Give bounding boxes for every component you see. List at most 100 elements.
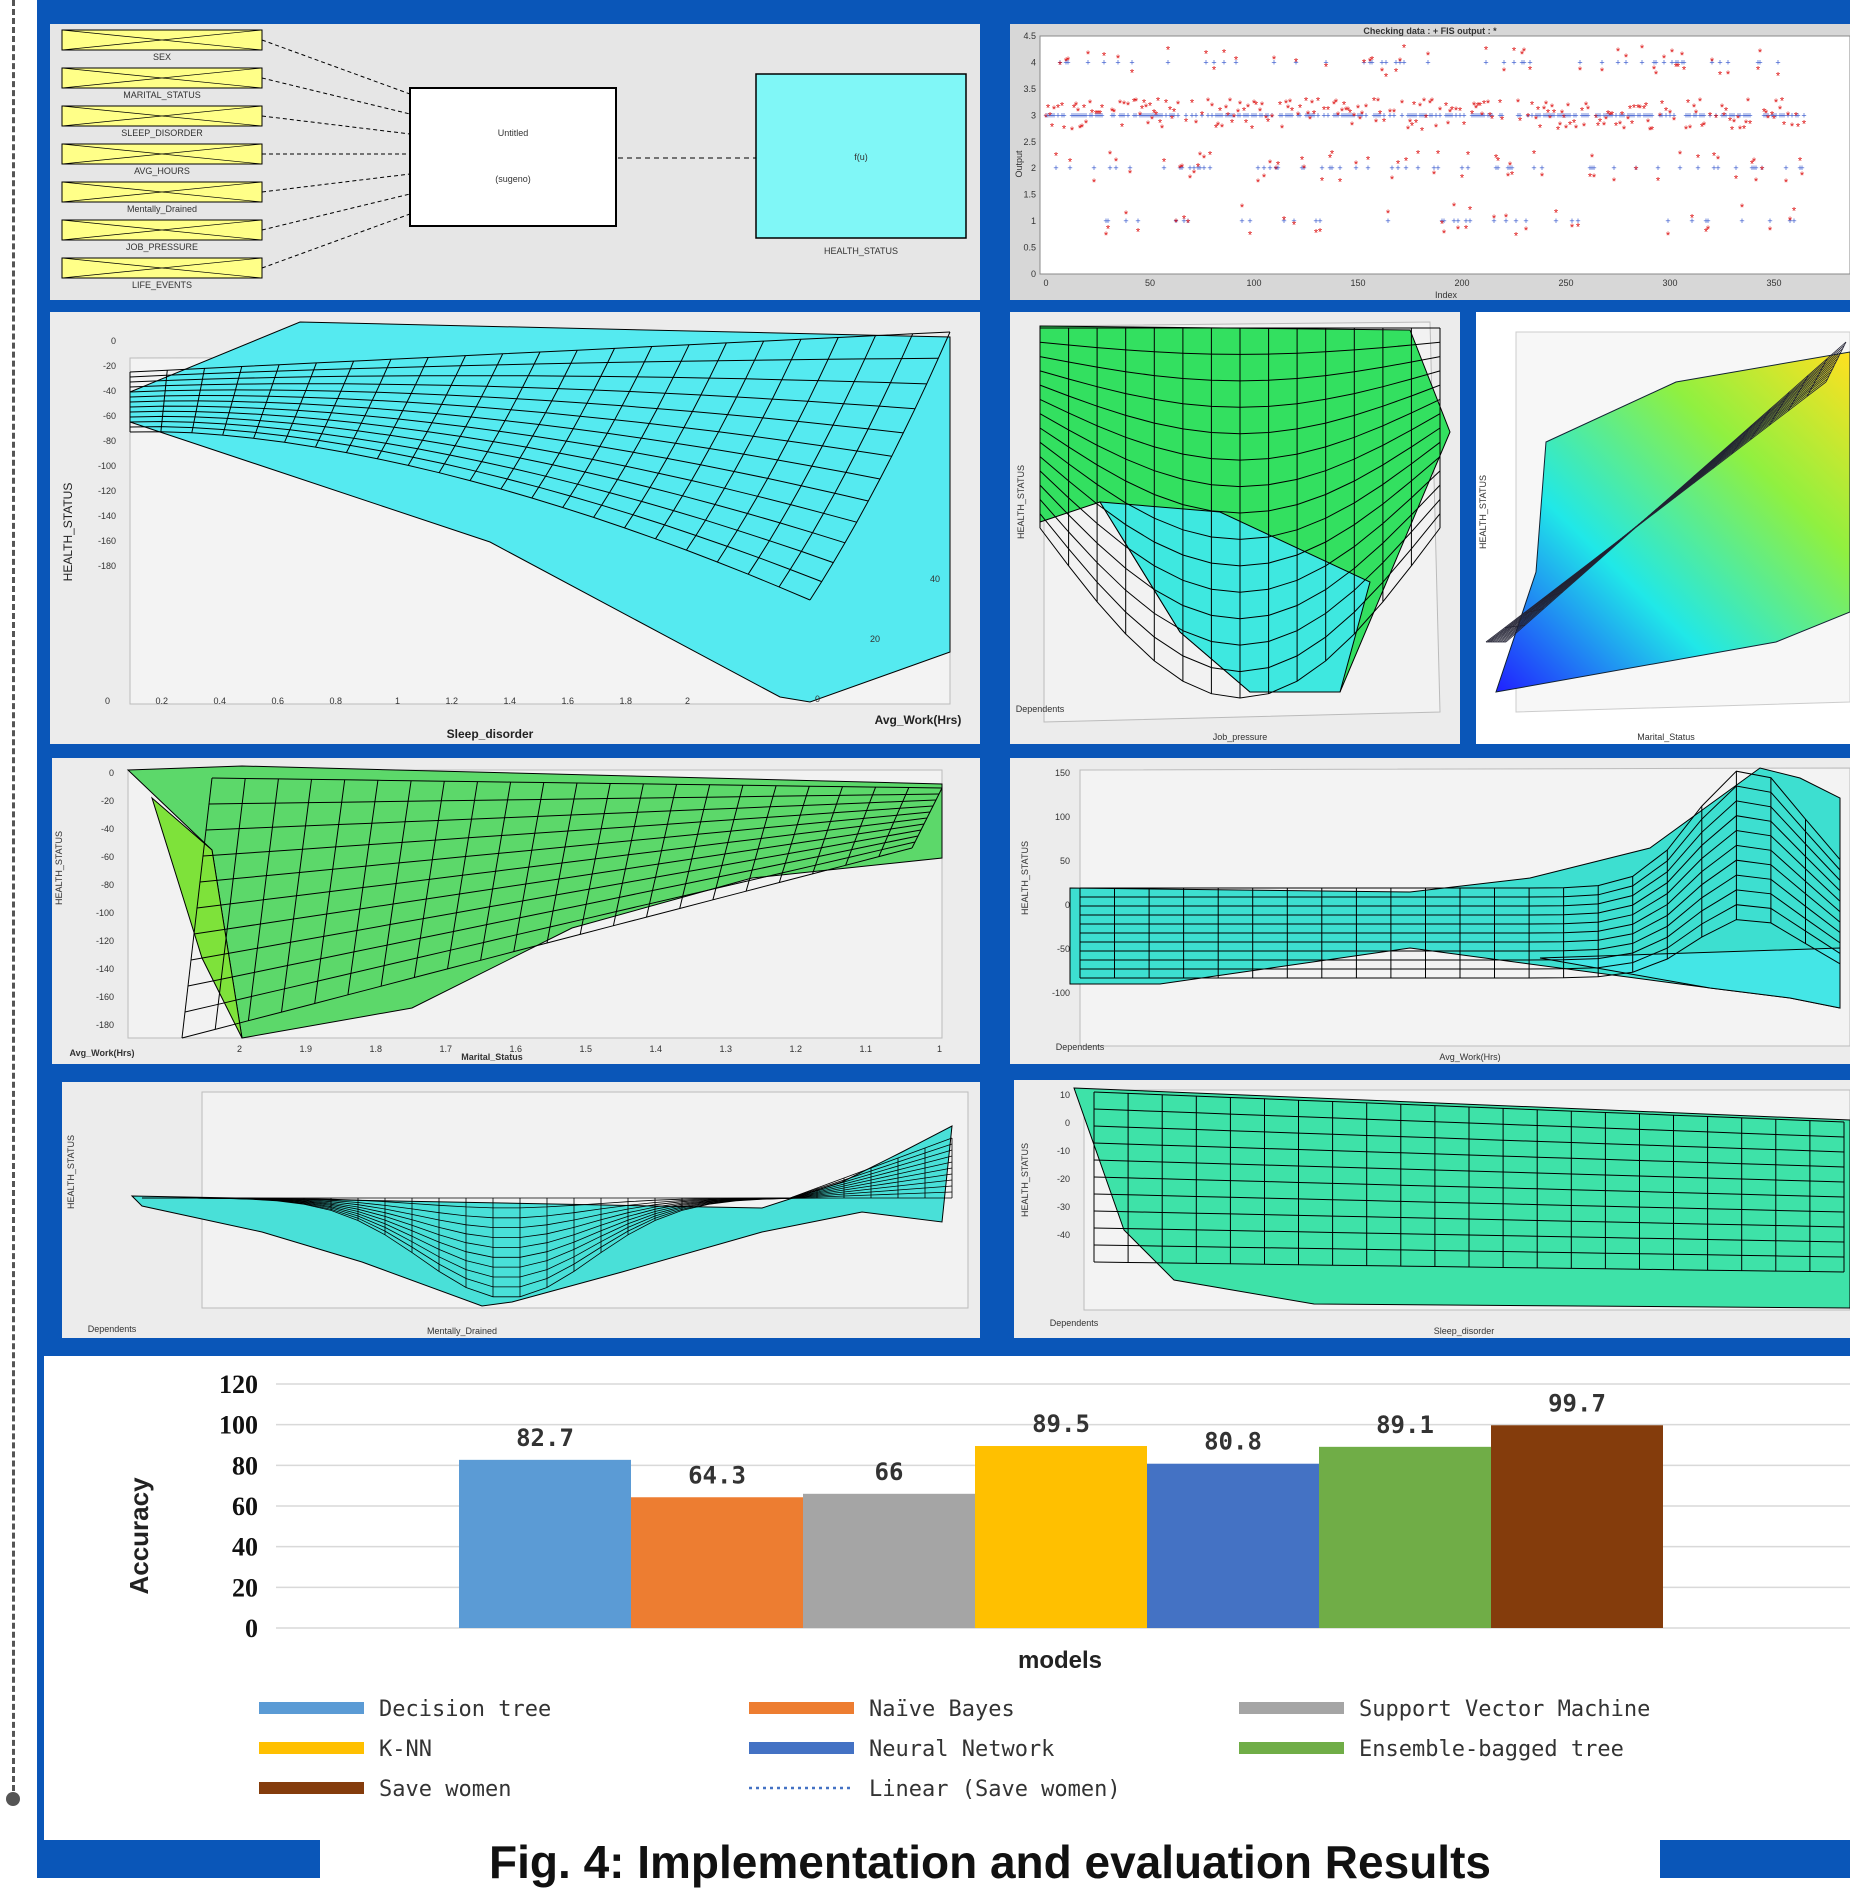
scatter-fis-point: * bbox=[1486, 98, 1491, 110]
scatter-fis-point: * bbox=[1586, 104, 1591, 116]
scatter-fis-point: * bbox=[1634, 165, 1639, 177]
scatter-check-point: + bbox=[1611, 163, 1616, 173]
bar-value-label: 64.3 bbox=[688, 1461, 746, 1489]
scatter-check-point: + bbox=[1697, 110, 1702, 120]
scatter-check-point: + bbox=[1427, 110, 1432, 120]
mesh-line bbox=[129, 431, 811, 601]
scatter-check-point: + bbox=[1453, 110, 1458, 120]
scatter-check-point: + bbox=[1333, 110, 1338, 120]
scatter-fis-point: * bbox=[1080, 122, 1085, 134]
scatter-fis-point: * bbox=[1248, 230, 1253, 242]
surface-tick: 40 bbox=[930, 574, 940, 584]
scatter-fis-point: * bbox=[1262, 172, 1267, 184]
scatter-fis-point: * bbox=[1506, 171, 1511, 183]
scatter-fis-point: * bbox=[1540, 171, 1545, 183]
scatter-check-point: + bbox=[1503, 216, 1508, 226]
scatter-check-point: + bbox=[1501, 57, 1506, 67]
scatter-check-point: + bbox=[1539, 163, 1544, 173]
rule-block bbox=[409, 87, 617, 227]
bar-value-label: 99.7 bbox=[1548, 1389, 1606, 1417]
scatter-fis-point: * bbox=[1544, 99, 1549, 111]
scatter-fis-point: * bbox=[1490, 113, 1495, 125]
scatter-check-point: + bbox=[1623, 57, 1628, 67]
scatter-check-point: + bbox=[1729, 110, 1734, 120]
scatter-fis-point: * bbox=[1546, 107, 1551, 119]
scatter-fis-point: * bbox=[1522, 46, 1527, 58]
scatter-fis-point: * bbox=[1460, 173, 1465, 185]
scatter-fis-point: * bbox=[1502, 66, 1507, 78]
scatter-check-point: + bbox=[1463, 216, 1468, 226]
scatter-check-point: + bbox=[1165, 57, 1170, 67]
scatter-fis-point: * bbox=[1478, 100, 1483, 112]
scatter-fis-point: * bbox=[1420, 125, 1425, 137]
scatter-fis-point: * bbox=[1612, 176, 1617, 188]
scatter-fis-point: * bbox=[1170, 113, 1175, 125]
scatter-check-point: + bbox=[1153, 110, 1158, 120]
scatter-fis-point: * bbox=[1112, 107, 1117, 119]
scatter-fis-point: * bbox=[1128, 168, 1133, 180]
scatter-check-point: + bbox=[1343, 110, 1348, 120]
fis-input-5: JOB_PRESSURE bbox=[61, 193, 411, 252]
scatter-fis-point: * bbox=[1508, 160, 1513, 172]
scatter-check-point: + bbox=[1653, 57, 1658, 67]
scatter-check-point: + bbox=[1229, 110, 1234, 120]
scatter-check-point: + bbox=[1673, 57, 1678, 67]
scatter-fis-point: * bbox=[1430, 96, 1435, 108]
scatter-ytick: 4.5 bbox=[1023, 31, 1036, 41]
legend-swatch bbox=[1239, 1702, 1344, 1714]
scatter-check-point: + bbox=[1481, 110, 1486, 120]
scatter-fis-point: * bbox=[1200, 109, 1205, 121]
scatter-fis-point: * bbox=[1670, 47, 1675, 59]
scatter-check-point: + bbox=[1327, 163, 1332, 173]
scatter-check-point: + bbox=[1719, 110, 1724, 120]
surface-tick: -80 bbox=[103, 436, 116, 446]
scatter-check-point: + bbox=[1561, 110, 1566, 120]
s5-xlabel: Avg_Work(Hrs) bbox=[1439, 1052, 1500, 1062]
scatter-xtick: 100 bbox=[1246, 278, 1261, 288]
scatter-fis-point: * bbox=[1778, 104, 1783, 116]
scatter-check-point: + bbox=[1701, 110, 1706, 120]
surface-tick: -60 bbox=[101, 852, 114, 862]
scatter-check-point: + bbox=[1563, 110, 1568, 120]
scatter-check-point: + bbox=[1111, 110, 1116, 120]
surface-tick: -20 bbox=[103, 361, 116, 371]
scatter-fis-point: * bbox=[1576, 221, 1581, 233]
scatter-check-point: + bbox=[1297, 110, 1302, 120]
scatter-fis-point: * bbox=[1514, 231, 1519, 243]
legend-label: Naïve Bayes bbox=[869, 1697, 1015, 1722]
scatter-check-point: + bbox=[1311, 110, 1316, 120]
scatter-check-point: + bbox=[1621, 110, 1626, 120]
scatter-check-point: + bbox=[1063, 57, 1068, 67]
mesh-line bbox=[1093, 1210, 1845, 1228]
scatter-fis-point: * bbox=[1194, 118, 1199, 130]
scatter-fis-point: * bbox=[1250, 124, 1255, 136]
scatter-fis-point: * bbox=[1346, 105, 1351, 117]
scatter-fis-point: * bbox=[1774, 97, 1779, 109]
scatter-check-point: + bbox=[1395, 163, 1400, 173]
scatter-fis-point: * bbox=[1236, 107, 1241, 119]
fis-input-connector bbox=[261, 193, 411, 231]
scatter-check-point: + bbox=[1089, 110, 1094, 120]
scatter-check-point: + bbox=[1431, 163, 1436, 173]
scatter-check-point: + bbox=[1515, 110, 1520, 120]
mesh-line bbox=[1093, 1244, 1845, 1258]
scatter-fis-point: * bbox=[1436, 149, 1441, 161]
scatter-check-point: + bbox=[1391, 110, 1396, 120]
scatter-fis-point: * bbox=[1118, 98, 1123, 110]
scatter-check-point: + bbox=[1631, 110, 1636, 120]
scatter-fis-point: * bbox=[1444, 101, 1449, 113]
scatter-check-point: + bbox=[1677, 163, 1682, 173]
scatter-check-point: + bbox=[1043, 110, 1048, 120]
scatter-check-point: + bbox=[1703, 216, 1708, 226]
scatter-fis-point: * bbox=[1324, 61, 1329, 73]
scatter-xtick: 250 bbox=[1558, 278, 1573, 288]
scatter-check-point: + bbox=[1095, 110, 1100, 120]
surface-tick: -100 bbox=[1052, 988, 1070, 998]
fis-input-label: JOB_PRESSURE bbox=[126, 242, 198, 252]
scatter-fis-point: * bbox=[1674, 62, 1679, 74]
scatter-fis-point: * bbox=[1726, 69, 1731, 81]
surface-tick: 1.7 bbox=[439, 1044, 452, 1054]
scatter-fis-point: * bbox=[1574, 123, 1579, 135]
scatter-fis-point: * bbox=[1764, 108, 1769, 120]
scatter-fis-point: * bbox=[1106, 224, 1111, 236]
